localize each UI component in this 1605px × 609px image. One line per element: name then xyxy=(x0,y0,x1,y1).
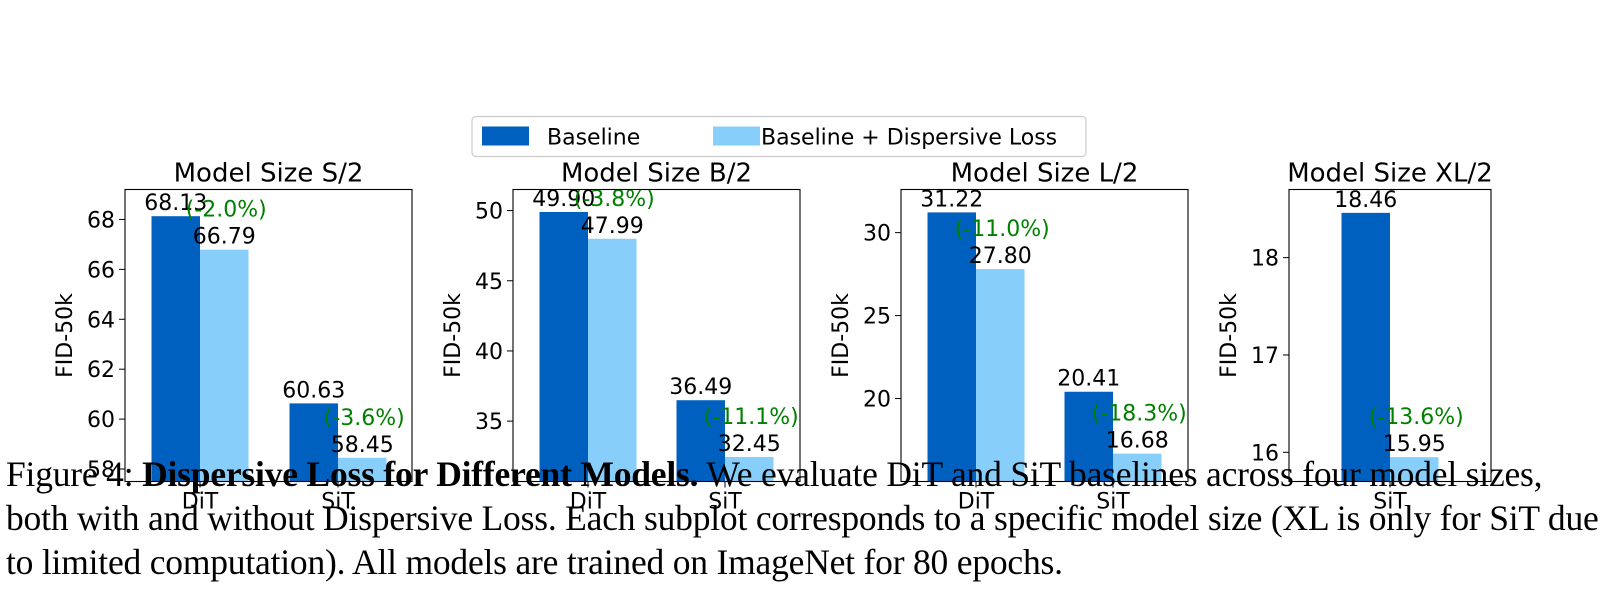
percent-change-annotation: (-13.6%) xyxy=(1369,405,1464,430)
percent-change-annotation: (-2.0%) xyxy=(186,198,267,223)
bar xyxy=(1341,212,1390,482)
subplot-title: Model Size XL/2 xyxy=(1287,159,1493,189)
bar xyxy=(1113,453,1162,482)
caption-bold-title: Dispersive Loss for Different Models. xyxy=(142,454,699,494)
subplot: Model Size B/2FID-50k3540455049.9047.99(… xyxy=(441,159,801,515)
bar xyxy=(151,216,200,482)
y-tick-label: 16 xyxy=(1251,441,1279,466)
figure-caption: Figure 4: Dispersive Loss for Different … xyxy=(6,452,1601,584)
y-axis-label: FID-50k xyxy=(441,293,466,378)
legend-label: Baseline xyxy=(547,126,640,151)
bar xyxy=(976,269,1025,482)
subplot-title: Model Size B/2 xyxy=(561,159,752,189)
y-tick-label: 40 xyxy=(475,340,503,365)
x-tick-label: SiT xyxy=(1373,490,1407,515)
y-tick-label: 68 xyxy=(87,208,115,233)
y-tick-label: 58 xyxy=(87,458,115,483)
axes-frame xyxy=(900,188,1189,483)
subplots: Model Size S/2 FID-50k 58 60 62 64 66 68 68.13 66… xyxy=(53,159,1493,515)
percent-change-annotation: (-18.3%) xyxy=(1092,402,1187,427)
bar-value-label: 20.41 xyxy=(1057,367,1120,392)
y-axis-label: FID-50k xyxy=(829,293,854,378)
y-tick-label: 66 xyxy=(87,258,115,283)
percent-change-annotation: (-3.6%) xyxy=(324,406,405,431)
y-tick-label: 62 xyxy=(87,358,115,383)
x-tick-label: SiT xyxy=(321,490,355,515)
bar-value-label: 60.63 xyxy=(282,378,345,403)
bar xyxy=(588,238,637,482)
bar xyxy=(1064,391,1113,482)
bar xyxy=(927,212,976,482)
bar-value-label: 27.80 xyxy=(969,244,1032,269)
bar-value-label: 18.46 xyxy=(1334,188,1397,213)
y-tick-label: 25 xyxy=(863,305,891,330)
caption-text: We evaluate DiT and SiT baselines across… xyxy=(6,454,1599,582)
percent-change-annotation: (-11.1%) xyxy=(704,405,799,430)
legend: Baseline Baseline + Dispersive Loss xyxy=(471,115,1087,158)
y-tick-label: 45 xyxy=(475,270,503,295)
y-tick-label: 35 xyxy=(475,410,503,435)
legend-frame xyxy=(471,115,1087,158)
bar-value-label: 32.45 xyxy=(718,432,781,457)
x-tick-label: DiT xyxy=(570,490,607,515)
caption-prefix: Figure 4: xyxy=(6,454,143,494)
bar-value-label: 47.99 xyxy=(581,214,644,239)
bar xyxy=(676,400,725,482)
y-tick-label: 30 xyxy=(863,222,891,247)
bar-value-label: 66.79 xyxy=(193,225,256,250)
legend-swatch xyxy=(713,126,760,146)
y-tick-label: 64 xyxy=(87,308,115,333)
subplot: Model Size S/2 FID-50k 58 60 62 64 66 68 68.13 66… xyxy=(53,159,413,515)
bar xyxy=(539,211,588,482)
bar xyxy=(1390,457,1439,482)
bar-value-label: 58.45 xyxy=(331,433,394,458)
subplot-title: Model Size S/2 xyxy=(174,159,364,189)
y-tick-label: 17 xyxy=(1251,344,1279,369)
subplot: Model Size L/2FID-50k20253031.2227.80(-1… xyxy=(829,159,1189,515)
bar-value-label: 49.90 xyxy=(532,187,595,212)
y-axis-label: FID-50k xyxy=(1217,293,1242,378)
bar xyxy=(725,456,774,482)
bar-value-label: 68.13 xyxy=(144,191,207,216)
y-axis-label: FID-50k xyxy=(53,293,78,378)
bar-value-label: 16.68 xyxy=(1106,429,1169,454)
axes-frame xyxy=(124,188,413,483)
axes-frame xyxy=(512,188,801,483)
bar-value-label: 36.49 xyxy=(669,375,732,400)
bar-value-label: 15.95 xyxy=(1383,432,1446,457)
bar-value-label: 31.22 xyxy=(920,187,983,212)
y-tick-label: 18 xyxy=(1251,247,1279,272)
bar xyxy=(338,457,387,482)
y-tick-label: 50 xyxy=(475,200,503,225)
percent-change-annotation: (-3.8%) xyxy=(574,187,655,212)
y-tick-label: 60 xyxy=(87,408,115,433)
legend-swatch xyxy=(482,126,529,146)
y-tick-label: 20 xyxy=(863,388,891,413)
x-tick-label: SiT xyxy=(1096,490,1130,515)
bar xyxy=(289,403,338,482)
subplot: Model Size XL/2 FID-50k 16 17 18 18.46 15.95(-… xyxy=(1217,159,1493,515)
subplot-title: Model Size L/2 xyxy=(951,159,1139,189)
legend-label: Baseline + Dispersive Loss xyxy=(761,126,1057,151)
bar xyxy=(200,249,249,482)
axes-frame xyxy=(1288,188,1492,483)
percent-change-annotation: (-11.0%) xyxy=(955,217,1050,242)
x-tick-label: DiT xyxy=(958,490,995,515)
x-tick-label: SiT xyxy=(708,490,742,515)
x-tick-label: DiT xyxy=(182,490,219,515)
